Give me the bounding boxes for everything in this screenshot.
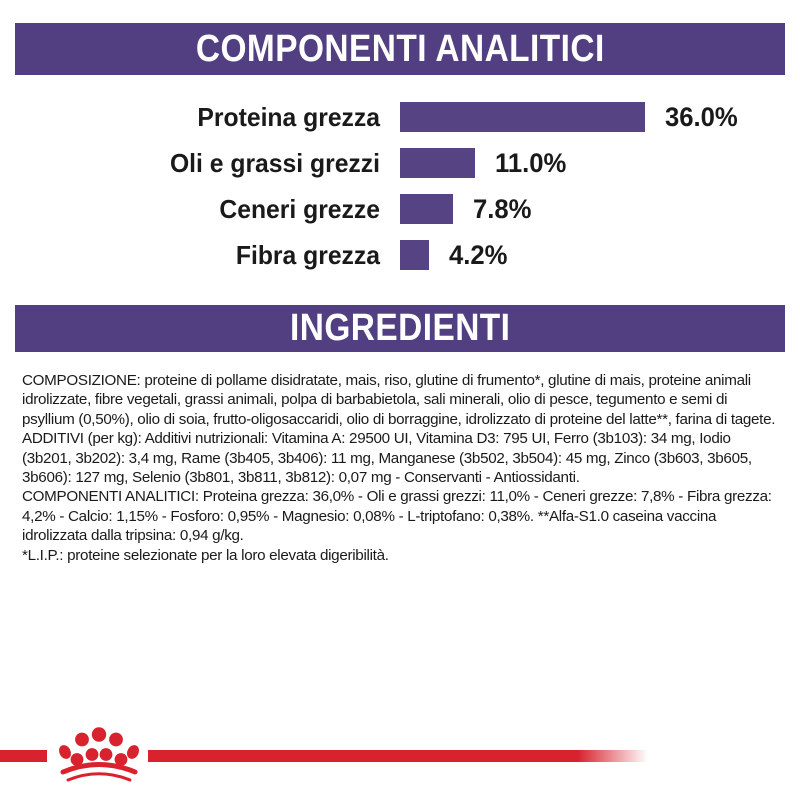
chart-row: Oli e grassi grezzi 11.0% <box>0 140 800 186</box>
ingredients-section-header: INGREDIENTI <box>15 305 785 352</box>
chart-value-label: 4.2% <box>448 239 508 270</box>
nutrient-bar-chart: Proteina grezza 36.0% Oli e grassi grezzi 1… <box>0 94 800 278</box>
chart-value-label: 11.0% <box>494 147 567 178</box>
componenti-analitici-paragraph: COMPONENTI ANALITICI: Proteina grezza: 3… <box>22 488 772 545</box>
brand-line-left <box>0 750 47 762</box>
chart-value-label: 7.8% <box>473 193 532 224</box>
chart-bar <box>400 148 475 178</box>
chart-bar <box>400 240 429 270</box>
composizione-paragraph: COMPOSIZIONE: proteine di pollame disidr… <box>22 372 776 428</box>
analytics-section-header: COMPONENTI ANALITICI <box>15 23 785 75</box>
brand-line-right <box>148 750 648 762</box>
chart-bar <box>400 102 645 132</box>
chart-category-label: Ceneri grezze <box>219 193 380 224</box>
chart-category-label: Proteina grezza <box>197 101 380 132</box>
additivi-paragraph: ADDITIVI (per kg): Additivi nutrizionali… <box>22 430 752 487</box>
chart-row: Ceneri grezze 7.8% <box>0 186 800 232</box>
lip-note-paragraph: *L.I.P.: proteine selezionate per la lor… <box>22 546 389 564</box>
ingredients-header-title: INGREDIENTI <box>289 307 511 349</box>
chart-value-label: 36.0% <box>664 101 738 132</box>
chart-row: Fibra grezza 4.2% <box>0 232 800 278</box>
chart-bar <box>400 194 454 224</box>
chart-category-label: Fibra grezza <box>235 239 380 270</box>
ingredients-text-block: COMPOSIZIONE: proteine di pollame disidr… <box>22 371 780 565</box>
royal-canin-crown-logo-icon <box>59 727 139 782</box>
chart-row: Proteina grezza 36.0% <box>0 94 800 140</box>
analytics-header-title: COMPONENTI ANALITICI <box>195 27 605 70</box>
chart-category-label: Oli e grassi grezzi <box>169 147 380 178</box>
